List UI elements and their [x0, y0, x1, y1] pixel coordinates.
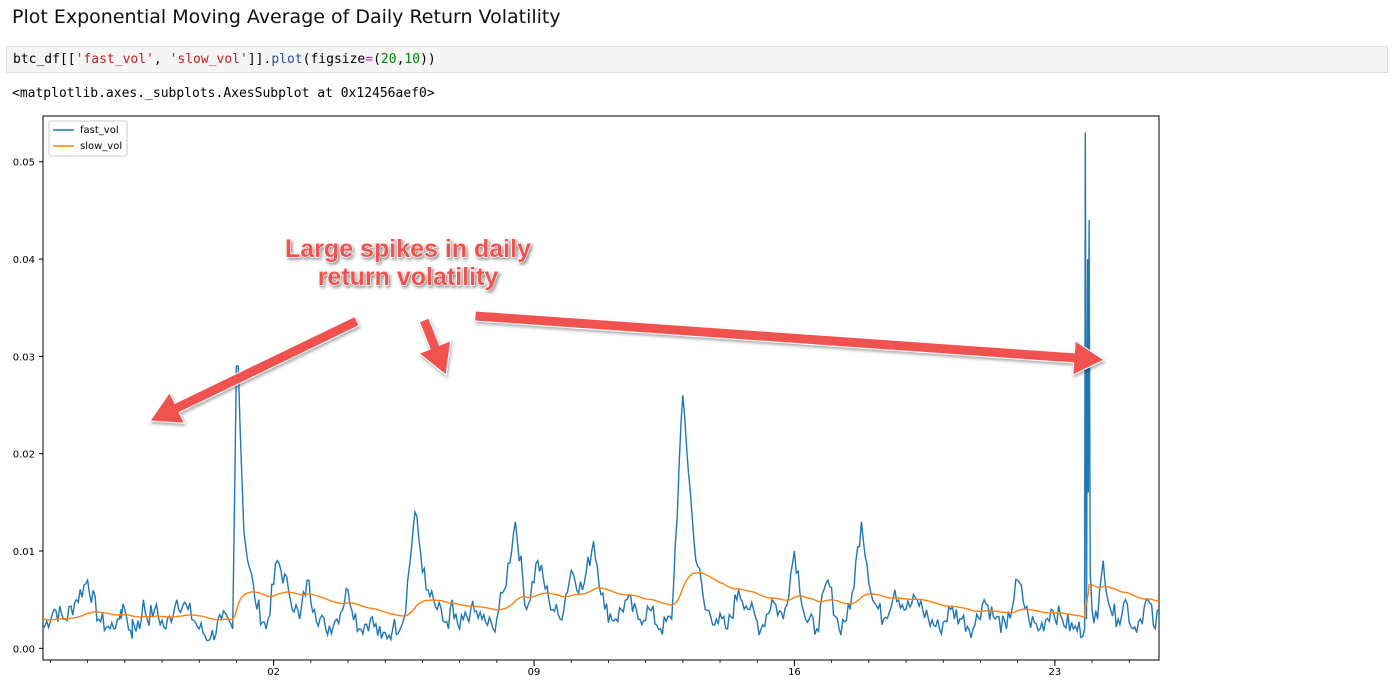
code-token: ))	[420, 52, 436, 67]
x-tick-label: 23	[1048, 667, 1061, 678]
code-token: ,	[396, 52, 405, 67]
code-function-token: plot	[271, 52, 303, 67]
y-tick-label: 0.03	[13, 352, 35, 363]
code-token: ,	[153, 52, 170, 67]
legend-label-fast: fast_vol	[80, 125, 119, 136]
code-token: ]].	[247, 52, 272, 67]
plot-series	[42, 132, 1160, 642]
code-string-token: 'fast_vol'	[75, 52, 154, 67]
y-tick-label: 0.04	[13, 255, 35, 266]
arrow-to-third-spike	[474, 310, 1105, 376]
y-tick-label: 0.05	[13, 158, 35, 169]
code-token: (figsize	[302, 52, 366, 67]
annotation-text-line1: Large spikes in daily	[285, 235, 531, 263]
y-tick-label: 0.00	[13, 644, 35, 655]
code-token: btc_df[[	[13, 52, 76, 67]
fast-vol-line	[42, 132, 1160, 642]
plot-frame	[42, 115, 1160, 661]
y-tick-label: 0.02	[13, 450, 35, 461]
x-tick-label: 02	[267, 667, 280, 678]
code-number-token: 20	[380, 52, 397, 67]
chart-legend: fast_vol slow_vol	[48, 120, 128, 157]
code-string-token: 'slow_vol'	[169, 52, 248, 67]
slow-vol-line	[42, 571, 1160, 621]
x-tick-label: 09	[528, 667, 541, 678]
cell-output-text: <matplotlib.axes._subplots.AxesSubplot a…	[12, 86, 435, 101]
x-tick-label: 16	[788, 667, 801, 678]
page-title: Plot Exponential Moving Average of Daily…	[12, 6, 561, 28]
arrow-to-second-spike	[418, 317, 452, 376]
arrow-to-first-spike	[149, 316, 360, 424]
code-operator-token: =	[365, 52, 374, 67]
code-cell[interactable]: btc_df[['fast_vol', 'slow_vol']].plot(fi…	[6, 46, 1388, 73]
code-number-token: 10	[404, 52, 421, 67]
y-tick-label: 0.01	[13, 547, 35, 558]
annotation-text-line2: return volatility	[318, 263, 499, 291]
plot-axes: 0.00 0.01 0.02 0.03 0.04 0.05 02 09 16 23	[13, 115, 1160, 678]
code-token: (	[373, 52, 381, 67]
legend-label-slow: slow_vol	[80, 141, 122, 152]
